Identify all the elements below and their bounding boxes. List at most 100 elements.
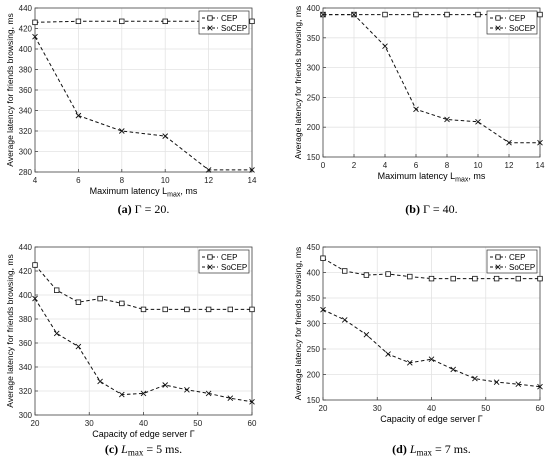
legend-label-cep: CEP (221, 253, 237, 262)
y-tick-label: 280 (19, 168, 33, 177)
legend-marker-cep (495, 15, 501, 21)
chart-3: 20 30 40 50 60 300 320 340 360 380 400 420 440 Capaci… (5, 243, 257, 439)
series-socep (320, 11, 543, 146)
x-tick-label: 50 (481, 404, 490, 413)
caption-label: (d) (392, 442, 410, 456)
chart-2: 0 2 4 6 8 10 12 14 150 200 250 300 350 400 Maximum lat… (293, 4, 545, 184)
x-tick-label: 30 (85, 419, 94, 428)
legend-marker-socep (207, 264, 213, 270)
x-tick-label: 8 (120, 176, 125, 185)
x-axis-label-text: Maximum latency L (90, 186, 168, 196)
caption-label: (b) (405, 202, 423, 216)
x-tick-label: 60 (248, 419, 257, 428)
x-tick-label: 40 (139, 419, 148, 428)
y-axis-label: Average latency for friends browsing, ms (293, 247, 303, 400)
x-tick-label: 20 (319, 404, 328, 413)
x-tick-label: 20 (31, 419, 40, 428)
data-point-socep (475, 119, 481, 125)
data-point-socep (162, 133, 169, 139)
x-tick-label: 14 (536, 161, 545, 170)
data-point-cep (227, 306, 233, 313)
y-tick-label: 200 (307, 371, 321, 380)
y-tick-label: 250 (307, 93, 321, 102)
chart-4: 20 30 40 50 60 150 200 250 300 350 400 450 Capacity … (293, 243, 545, 424)
data-point-cep (205, 306, 212, 313)
x-axis-label: Maximum latency Lmax, ms (90, 186, 198, 199)
data-point-socep (32, 295, 38, 302)
caption-tail: = 7 ms. (432, 442, 471, 456)
caption-2: (b) Γ = 40. (405, 202, 457, 216)
y-tick-label: 450 (307, 243, 321, 252)
data-point-cep (184, 306, 190, 313)
y-tick-label: 300 (307, 64, 321, 73)
x-tick-label: 14 (248, 176, 257, 185)
legend-label-socep: SoCEP (509, 24, 535, 33)
data-point-socep (75, 343, 82, 350)
data-point-socep (97, 378, 103, 385)
data-point-cep (413, 11, 419, 18)
x-tick-label: 4 (33, 176, 38, 185)
x-tick-label: 6 (76, 176, 81, 185)
y-tick-label: 340 (19, 107, 33, 116)
y-tick-label: 380 (19, 315, 33, 324)
y-tick-label: 400 (19, 45, 33, 54)
x-tick-label: 10 (474, 161, 483, 170)
legend-label-cep: CEP (509, 253, 525, 262)
y-tick-label: 380 (19, 66, 33, 75)
chart-1: 4 6 8 10 12 14 280 300 320 340 360 380 400 420 440 Maxi… (5, 4, 257, 199)
data-point-socep (205, 390, 212, 397)
legend-label-socep: SoCEP (221, 263, 247, 272)
legend-label-cep: CEP (509, 14, 525, 23)
data-point-socep (249, 167, 255, 173)
series-line-socep (34, 36, 252, 171)
data-point-socep (537, 139, 543, 146)
data-point-cep (32, 19, 38, 26)
y-tick-label: 320 (19, 127, 33, 136)
y-tick-label: 360 (19, 86, 33, 95)
legend-label-socep: SoCEP (221, 24, 247, 33)
x-tick-label: 40 (427, 404, 436, 413)
x-axis-label-sub: max (455, 177, 469, 184)
data-point-socep (515, 381, 522, 388)
x-tick-label: 4 (383, 161, 388, 170)
data-point-socep (118, 128, 125, 134)
data-point-cep (140, 306, 147, 313)
legend-label-cep: CEP (221, 14, 237, 23)
data-point-socep (32, 33, 38, 40)
data-point-cep (382, 11, 388, 18)
y-tick-label: 300 (307, 320, 321, 329)
data-point-socep (320, 306, 326, 313)
x-tick-label: 12 (505, 161, 514, 170)
data-point-socep (249, 398, 255, 405)
caption-4: (d) Lmax = 7 ms. (392, 442, 471, 458)
data-point-socep (140, 390, 147, 397)
caption-text: Γ = 40. (423, 202, 458, 216)
legend-marker-socep (495, 25, 501, 31)
plot-frame (322, 7, 541, 158)
x-tick-label: 10 (161, 176, 170, 185)
y-axis-label: Average latency for friends browsing, ms (5, 254, 15, 407)
data-point-cep (162, 306, 168, 313)
data-point-socep (537, 383, 543, 390)
series-socep (32, 295, 255, 405)
data-point-cep (428, 275, 435, 282)
data-point-socep (320, 11, 326, 18)
series-socep (32, 33, 255, 173)
series-cep (320, 255, 543, 282)
data-point-socep (162, 382, 169, 388)
caption-label: (a) (118, 202, 135, 216)
x-tick-label: 0 (321, 161, 326, 170)
data-point-socep (205, 167, 212, 173)
y-tick-label: 200 (307, 123, 321, 132)
y-tick-label: 400 (19, 291, 33, 300)
caption-text: L (120, 442, 128, 456)
data-point-cep (97, 295, 103, 302)
x-tick-label: 30 (373, 404, 382, 413)
y-tick-label: 300 (19, 411, 33, 420)
data-point-cep (450, 275, 456, 282)
y-tick-label: 420 (19, 25, 33, 34)
data-point-socep (363, 331, 370, 338)
data-point-cep (32, 262, 38, 268)
